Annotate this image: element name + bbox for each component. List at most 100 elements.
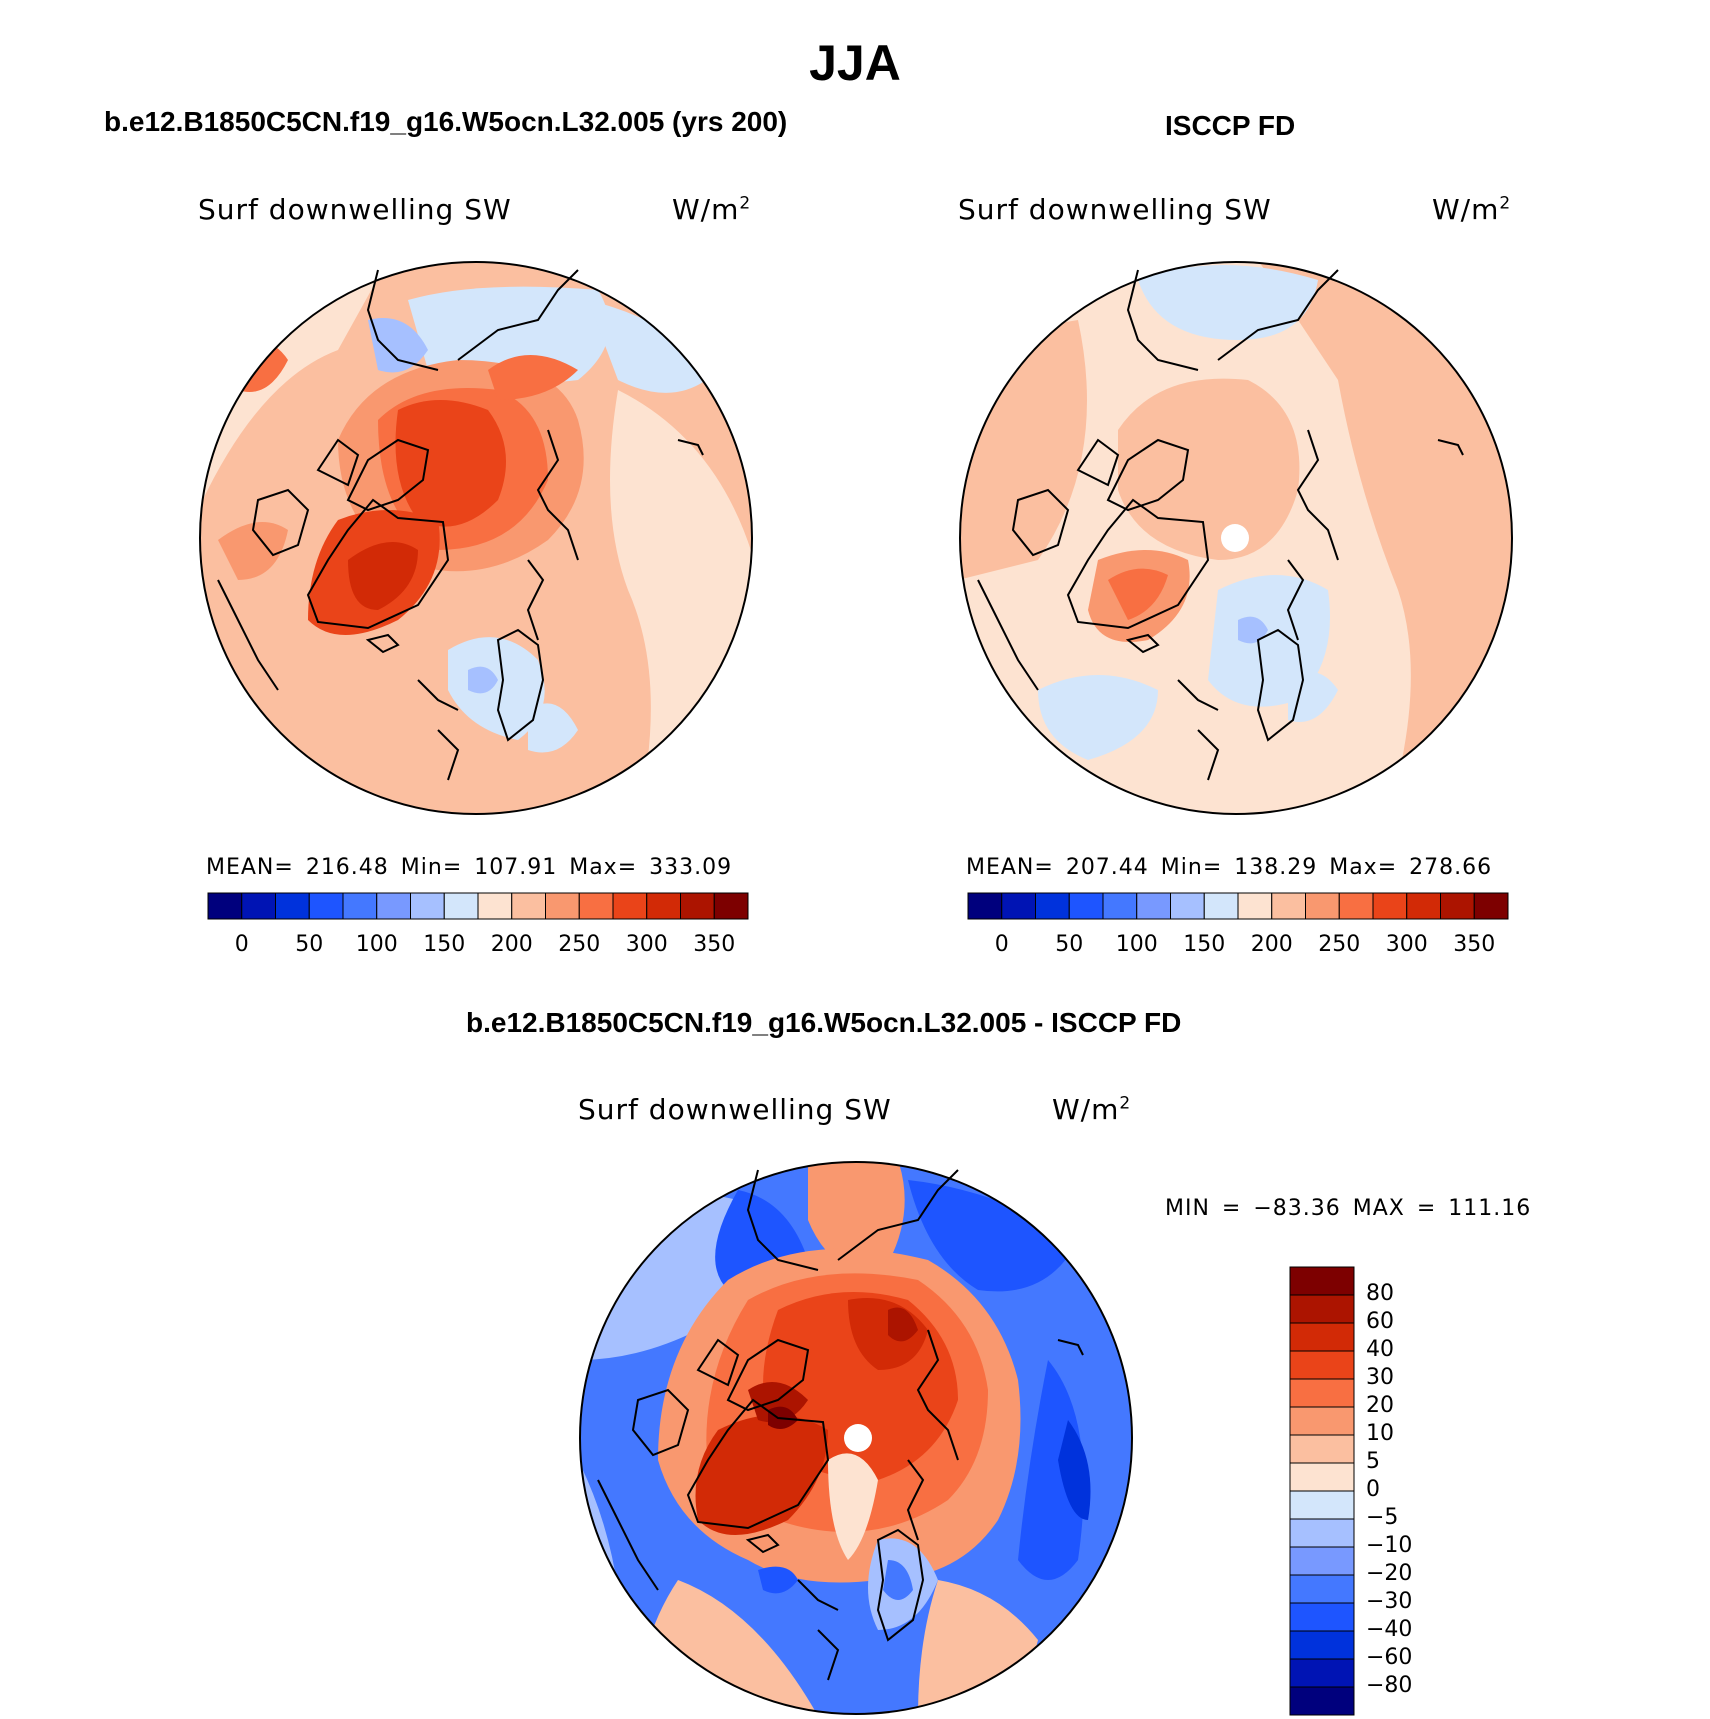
panel2-colorbar-box [1473,892,1509,920]
panel1-colorbar-box [612,892,648,920]
panel1-colorbar-tick-label: 250 [558,932,601,957]
panel3-colorbar-box [1289,1434,1355,1464]
panel3-colorbar-box [1289,1266,1355,1296]
panel2-colorbar-box [1406,892,1441,920]
panel3-colorbar-tick-label: −60 [1366,1645,1413,1670]
panel2-colorbar-tick-label: 200 [1250,932,1293,957]
panel1-colorbar-box [511,892,546,920]
panel2-colorbar-tick-label: 150 [1183,932,1226,957]
panel3-colorbar-tick-label: −40 [1366,1617,1413,1642]
panel3-colorbar-tick-label: 60 [1366,1309,1394,1334]
panel2-colorbar-tick-label: 350 [1453,932,1496,957]
panel3-colorbar-box [1289,1462,1355,1492]
panel1-colorbar-labels: 0 50 100 150 200 250 300 350 [208,932,748,962]
panel1-colorbar-tick-label: 200 [490,932,533,957]
panel2-stats: MEAN= 207.44 Min= 138.29 Max= 278.66 [966,855,1493,880]
panel3-colorbar-tick-label: −80 [1366,1673,1413,1698]
panel3-case-title: b.e12.B1850C5CN.f19_g16.W5ocn.L32.005 - … [466,1007,1182,1038]
panel3-colorbar-box [1289,1602,1355,1632]
panel3-colorbar-box [1289,1350,1355,1380]
panel3-colorbar-tick-label: −10 [1366,1533,1413,1558]
panel1-colorbar-box [275,892,310,920]
panel1-colorbar-box [578,892,614,920]
panel3-colorbar-tick-label: 10 [1366,1421,1394,1446]
panel3-colorbar-tick-label: 30 [1366,1365,1394,1390]
panel3-colorbar-tick-label: −30 [1366,1589,1413,1614]
panel3-colorbar-tick-label: 20 [1366,1393,1394,1418]
panel1-colorbar-box [443,892,479,920]
panel3-colorbar [1289,1266,1355,1716]
panel2-polar-map [959,261,1513,815]
panel2-colorbar-tick-label: 0 [994,932,1009,957]
panel1-colorbar-box [241,892,276,920]
panel2-variable-label: Surf downwelling SW [958,193,1272,226]
panel1-case-title: b.e12.B1850C5CN.f19_g16.W5ocn.L32.005 (y… [104,106,788,137]
panel2-colorbar-box [1305,892,1340,920]
panel3-variable-label: Surf downwelling SW [578,1093,892,1126]
panel1-polar-map [199,261,753,815]
panel3-colorbar-tick-label: 0 [1366,1477,1380,1502]
panel2-colorbar-box [1338,892,1374,920]
panel3-colorbar-box [1289,1574,1355,1604]
panel1-colorbar-tick-label: 300 [625,932,668,957]
panel1-colorbar-tick-label: 350 [693,932,736,957]
panel2-colorbar-box [1001,892,1036,920]
panel2-colorbar-box [1372,892,1408,920]
panel2-colorbar-tick-label: 50 [1055,932,1084,957]
panel2-colorbar-box [1035,892,1070,920]
panel1-colorbar-box [342,892,378,920]
panel3-colorbar-tick-label: 80 [1366,1281,1394,1306]
panel3-colorbar-tick-label: −5 [1366,1505,1399,1530]
panel2-colorbar-box [1068,892,1104,920]
panel1-colorbar-tick-label: 50 [295,932,324,957]
panel2-colorbar-box [1136,892,1171,920]
panel3-minmax: MIN = −83.36 MAX = 111.16 [1165,1196,1532,1221]
panel3-units: W/m2 [1052,1093,1132,1126]
panel3-colorbar-box [1289,1630,1355,1660]
panel2-colorbar-box [1203,892,1239,920]
panel2-colorbar-box [1170,892,1205,920]
panel3-colorbar-tick-label: 40 [1366,1337,1394,1362]
panel1-colorbar-box [680,892,715,920]
panel2-colorbar-box [1271,892,1306,920]
panel3-colorbar-box [1289,1490,1355,1520]
panel1-colorbar-box [477,892,513,920]
panel2-colorbar-box [1102,892,1138,920]
panel2-colorbar-tick-label: 300 [1385,932,1428,957]
panel1-colorbar-box [376,892,411,920]
panel3-colorbar-box [1289,1378,1355,1408]
panel3-colorbar-tick-label: −20 [1366,1561,1413,1586]
panel1-colorbar-box [207,892,243,920]
panel2-units: W/m2 [1432,193,1512,226]
panel3-colorbar-labels: 80 60 40 30 20 10 5 0 −5 −10 −20 −30 −40 −60 −80 [1366,1267,1486,1715]
panel3-colorbar-box [1289,1406,1355,1436]
panel1-stats: MEAN= 216.48 Min= 107.91 Max= 333.09 [206,855,733,880]
panel3-colorbar-box [1289,1322,1355,1352]
panel1-colorbar-tick-label: 0 [234,932,249,957]
main-title: JJA [809,35,901,91]
panel3-colorbar-box [1289,1686,1355,1716]
panel1-colorbar-box [646,892,681,920]
panel2-colorbar-tick-label: 100 [1115,932,1158,957]
panel1-colorbar-box [545,892,580,920]
panel3-colorbar-tick-label: 5 [1366,1449,1380,1474]
panel1-colorbar [207,892,749,920]
panel2-case-title: ISCCP FD [1165,110,1296,141]
panel1-colorbar-box [308,892,344,920]
panel1-variable-label: Surf downwelling SW [198,193,512,226]
panel2-colorbar-box [967,892,1003,920]
panel2-colorbar [967,892,1509,920]
panel3-colorbar-box [1289,1658,1355,1688]
panel3-colorbar-box [1289,1518,1355,1548]
panel2-colorbar-labels: 0 50 100 150 200 250 300 350 [968,932,1508,962]
panel1-units: W/m2 [672,193,752,226]
panel1-colorbar-tick-label: 150 [423,932,466,957]
panel2-colorbar-box [1440,892,1475,920]
panel1-colorbar-tick-label: 100 [355,932,398,957]
panel2-colorbar-tick-label: 250 [1318,932,1361,957]
panel3-colorbar-box [1289,1294,1355,1324]
panel3-polar-map [579,1161,1133,1715]
panel1-colorbar-box [713,892,749,920]
panel2-colorbar-box [1237,892,1273,920]
panel1-colorbar-box [410,892,445,920]
